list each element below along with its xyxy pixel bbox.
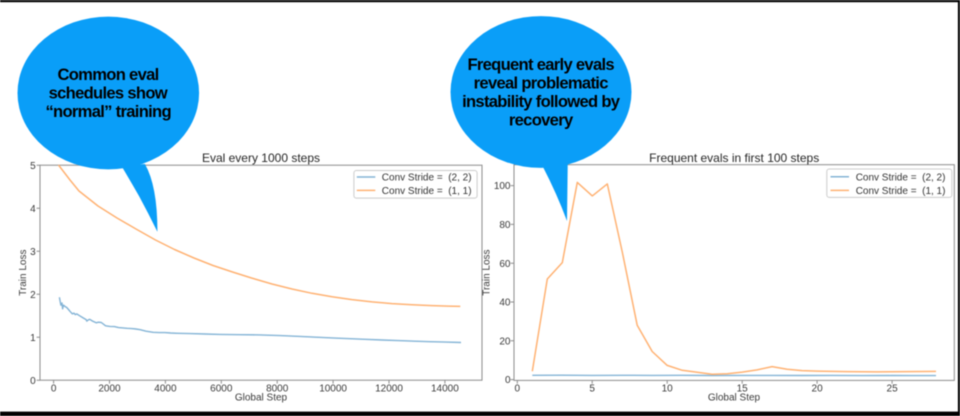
svg-text:4000: 4000	[154, 384, 177, 395]
svg-text:100: 100	[494, 181, 511, 192]
svg-text:0: 0	[515, 384, 521, 395]
svg-text:Frequent early evals: Frequent early evals	[467, 55, 614, 74]
svg-text:Frequent evals in first 100 st: Frequent evals in first 100 steps	[649, 151, 819, 165]
svg-text:Train Loss: Train Loss	[18, 250, 29, 296]
svg-text:12000: 12000	[375, 384, 403, 395]
svg-text:schedules show: schedules show	[49, 84, 168, 103]
svg-text:Conv Stride = (2, 2): Conv Stride = (2, 2)	[382, 172, 472, 183]
svg-text:3: 3	[30, 247, 36, 258]
svg-text:80: 80	[499, 220, 511, 231]
svg-text:1: 1	[30, 333, 36, 344]
svg-text:5: 5	[30, 161, 36, 172]
svg-text:5: 5	[589, 384, 595, 395]
svg-text:recovery: recovery	[509, 111, 574, 130]
svg-text:Common eval: Common eval	[57, 65, 158, 84]
svg-text:20: 20	[812, 384, 824, 395]
svg-text:0: 0	[505, 375, 511, 386]
svg-text:Train Loss: Train Loss	[482, 249, 493, 295]
svg-text:10: 10	[662, 384, 674, 395]
svg-text:20: 20	[499, 336, 511, 347]
svg-text:0: 0	[51, 384, 57, 395]
svg-text:40: 40	[499, 298, 511, 309]
svg-text:25: 25	[887, 384, 899, 395]
svg-text:15: 15	[737, 384, 749, 395]
svg-text:Conv Stride = (1, 1): Conv Stride = (1, 1)	[382, 186, 472, 197]
svg-text:6000: 6000	[210, 384, 233, 395]
svg-text:0: 0	[30, 376, 36, 387]
svg-text:Eval every 1000 steps: Eval every 1000 steps	[202, 151, 320, 165]
svg-text:60: 60	[499, 259, 511, 270]
svg-text:instability followed by: instability followed by	[462, 92, 621, 111]
svg-text:reveal problematic: reveal problematic	[474, 74, 609, 93]
svg-text:2: 2	[30, 290, 36, 301]
svg-text:Conv Stride = (2, 2): Conv Stride = (2, 2)	[856, 172, 946, 183]
svg-text:10000: 10000	[319, 384, 347, 395]
svg-text:Global Step: Global Step	[708, 392, 761, 403]
svg-text:2000: 2000	[98, 384, 121, 395]
svg-text:Global Step: Global Step	[235, 392, 288, 403]
svg-text:“normal” training: “normal” training	[45, 102, 171, 121]
svg-text:4: 4	[30, 204, 36, 215]
svg-text:14000: 14000	[431, 384, 459, 395]
svg-text:Conv Stride = (1, 1): Conv Stride = (1, 1)	[856, 186, 946, 197]
svg-text:8000: 8000	[266, 384, 289, 395]
